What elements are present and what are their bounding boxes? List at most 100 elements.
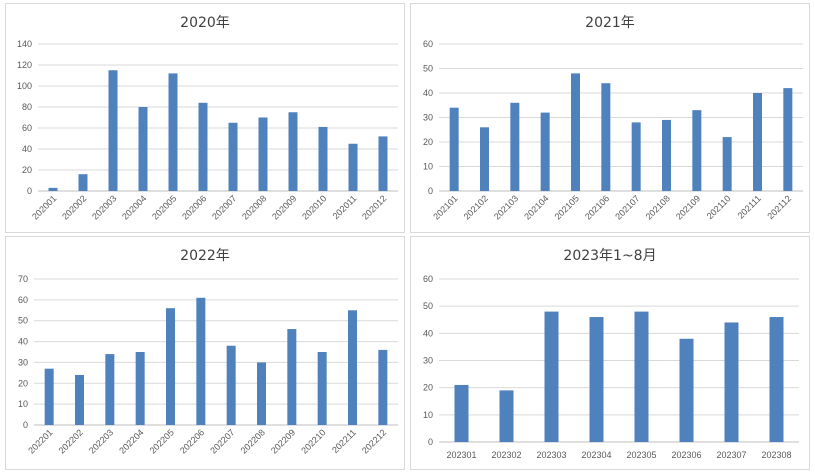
bar	[544, 311, 559, 442]
y-tick-label: 50	[18, 316, 28, 326]
x-tick-label: 202112	[765, 193, 793, 221]
x-tick-label: 202210	[299, 427, 327, 455]
y-tick-label: 30	[18, 357, 28, 367]
x-tick-label: 202111	[736, 193, 763, 220]
x-tick-label: 202104	[522, 193, 550, 221]
y-tick-label: 140	[17, 39, 32, 49]
y-tick-label: 20	[423, 137, 433, 147]
y-tick-label: 70	[18, 274, 28, 284]
bar	[724, 322, 739, 442]
bar	[783, 88, 793, 191]
x-tick-label: 202302	[491, 450, 521, 460]
y-tick-label: 60	[423, 39, 433, 49]
y-tick-label: 20	[18, 378, 28, 388]
x-tick-label: 202212	[360, 427, 388, 455]
chart-panel-2023: 2023年1~8月 0 10 20 30 40 50 60 202301 202302 20230…	[410, 236, 810, 470]
x-tick-label: 202001	[30, 193, 58, 221]
bar	[499, 390, 514, 442]
x-tick-label: 202005	[150, 193, 178, 221]
bar	[454, 384, 469, 442]
chart-svg: 0 10 20 30 40 50 60 202301 202302 202303 202304 202…	[423, 274, 799, 460]
bar	[75, 374, 84, 425]
bar	[753, 93, 762, 191]
y-tick-label: 20	[22, 165, 32, 175]
bar	[480, 127, 489, 191]
bar	[166, 308, 175, 425]
bar	[601, 83, 611, 191]
x-tick-label: 202202	[57, 427, 85, 455]
chart-title: 2020年	[180, 15, 230, 31]
bar	[108, 70, 118, 191]
bar	[135, 352, 145, 425]
x-tick-label: 202004	[120, 193, 148, 221]
bar	[348, 143, 358, 191]
x-tick-label: 202002	[60, 193, 88, 221]
x-tick-label: 202304	[581, 450, 611, 460]
y-tick-label: 40	[22, 144, 32, 154]
bar	[679, 338, 694, 442]
x-tick-label: 202109	[674, 193, 702, 221]
bar	[662, 119, 671, 191]
x-tick-label: 202301	[446, 450, 476, 460]
x-tick-label: 202102	[462, 193, 490, 221]
y-tick-label: 10	[423, 162, 433, 172]
x-tick-label: 202011	[331, 193, 359, 221]
bar	[258, 117, 268, 191]
y-tick-label: 50	[423, 301, 433, 311]
bar	[378, 349, 388, 425]
bar	[287, 329, 297, 425]
x-tick-label: 202012	[360, 193, 388, 221]
bar	[449, 107, 459, 191]
y-tick-label: 0	[428, 437, 433, 447]
x-tick-label: 202205	[148, 427, 176, 455]
x-tick-label: 202206	[178, 427, 206, 455]
y-tick-label: 80	[22, 102, 32, 112]
x-tick-label: 202201	[26, 427, 54, 455]
x-tick-label: 202209	[269, 427, 297, 455]
x-tick-label: 202308	[761, 450, 791, 460]
bar	[631, 122, 641, 191]
bar	[226, 345, 236, 425]
y-tick-label: 120	[17, 60, 32, 70]
x-tick-label: 202307	[716, 450, 746, 460]
bar	[198, 102, 208, 191]
chart-panel-2022: 2022年 0 10 20 30 40 50 60 70 202201 202202 202203 2…	[5, 236, 405, 470]
x-tick-label: 202007	[210, 193, 238, 221]
x-tick-label: 202003	[90, 193, 118, 221]
y-tick-label: 20	[423, 383, 433, 393]
x-tick-label: 202103	[492, 193, 520, 221]
bar	[348, 310, 357, 425]
x-tick-label: 202101	[431, 193, 459, 221]
x-tick-label: 202105	[553, 193, 581, 221]
bar	[105, 354, 115, 425]
x-tick-label: 202009	[270, 193, 298, 221]
y-tick-label: 40	[423, 88, 433, 98]
bar	[318, 126, 328, 191]
x-tick-label: 202010	[300, 193, 328, 221]
y-tick-label: 40	[423, 328, 433, 338]
chart-title: 2022年	[180, 248, 230, 264]
bar	[317, 352, 327, 425]
bar	[228, 122, 238, 191]
bar	[589, 317, 604, 442]
y-tick-label: 60	[18, 295, 28, 305]
bar	[48, 187, 58, 191]
x-tick-label: 202108	[644, 193, 672, 221]
bar	[257, 362, 266, 425]
x-tick-label: 202107	[613, 193, 641, 221]
bar	[196, 297, 206, 425]
bar	[540, 112, 550, 191]
y-tick-label: 30	[423, 113, 433, 123]
bar	[78, 174, 88, 191]
y-tick-label: 60	[423, 274, 433, 284]
chart-title: 2021年	[585, 15, 635, 31]
chart-panel-2021: 2021年 0 10 20 30 40 50 60 202101 202102 202103 202…	[410, 3, 810, 233]
y-tick-label: 0	[428, 186, 433, 196]
x-tick-label: 202305	[626, 450, 656, 460]
bar	[692, 110, 702, 191]
y-tick-label: 60	[22, 123, 32, 133]
x-tick-label: 202006	[180, 193, 208, 221]
y-tick-label: 0	[27, 186, 32, 196]
x-tick-label: 202203	[87, 427, 115, 455]
